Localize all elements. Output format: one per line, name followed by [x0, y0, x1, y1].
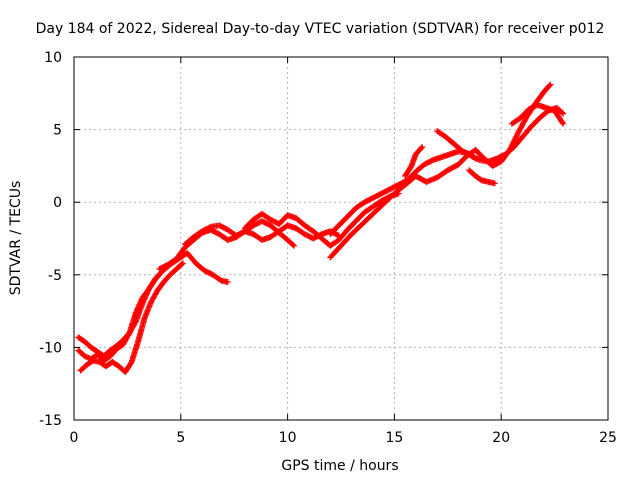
data-point: [289, 241, 296, 248]
data-point: [156, 271, 163, 278]
y-tick-label: -15: [39, 413, 62, 429]
data-point: [546, 82, 553, 89]
x-tick-label: 25: [599, 430, 617, 446]
data-point: [560, 110, 567, 117]
x-axis-label: GPS time / hours: [281, 458, 398, 474]
data-point: [179, 260, 186, 267]
data-point: [491, 180, 498, 187]
y-tick-label: -5: [48, 268, 62, 284]
y-axis-label: SDTVAR / TECUs: [8, 181, 24, 296]
data-point: [506, 146, 513, 153]
data-point: [508, 144, 515, 151]
data-point: [224, 279, 231, 286]
data-point: [507, 145, 514, 152]
y-tick-label: -10: [39, 340, 62, 356]
satellite-track-3: [75, 271, 163, 364]
data-markers: [75, 81, 567, 376]
data-point: [547, 81, 554, 88]
satellite-track-5: [182, 218, 298, 249]
data-point: [559, 109, 566, 116]
satellite-track-7: [327, 148, 479, 238]
y-tick-label: 0: [53, 195, 62, 211]
chart-title: Day 184 of 2022, Sidereal Day-to-day VTE…: [36, 21, 605, 37]
satellite-track-2: [77, 260, 186, 376]
satellite-track-13: [508, 101, 567, 127]
data-point: [560, 120, 567, 127]
data-point: [206, 224, 213, 231]
plot-frame: [73, 56, 609, 421]
y-tick-label: 5: [53, 123, 62, 139]
data-point: [475, 156, 482, 163]
x-tick-label: 10: [279, 430, 297, 446]
data-point: [512, 134, 519, 141]
data-point: [512, 136, 519, 143]
data-point: [510, 138, 517, 145]
data-point: [508, 142, 515, 149]
data-point: [419, 144, 426, 151]
data-point: [511, 137, 518, 144]
data-point: [513, 132, 520, 139]
data-point: [155, 272, 162, 279]
data-point: [125, 331, 132, 338]
satellite-track-1: [75, 250, 231, 360]
x-tick-label: 5: [176, 430, 185, 446]
data-point: [418, 145, 425, 152]
data-point: [513, 133, 520, 140]
data-point: [291, 242, 298, 249]
satellite-track-11: [455, 81, 554, 169]
data-point: [559, 119, 566, 126]
satellite-track-8: [327, 161, 462, 261]
x-tick-label: 15: [385, 430, 403, 446]
y-tick-label: 10: [44, 50, 62, 66]
data-point: [178, 261, 185, 268]
satellite-track-9: [402, 144, 426, 180]
data-point: [509, 141, 516, 148]
axis-ticks: 0 5 10 15 20 25 -15 -10 -5 0 5 10: [39, 50, 617, 446]
data-point: [510, 140, 517, 147]
x-tick-label: 0: [70, 430, 79, 446]
data-point: [334, 231, 341, 238]
x-tick-label: 20: [492, 430, 510, 446]
satellite-track-12: [466, 167, 498, 187]
